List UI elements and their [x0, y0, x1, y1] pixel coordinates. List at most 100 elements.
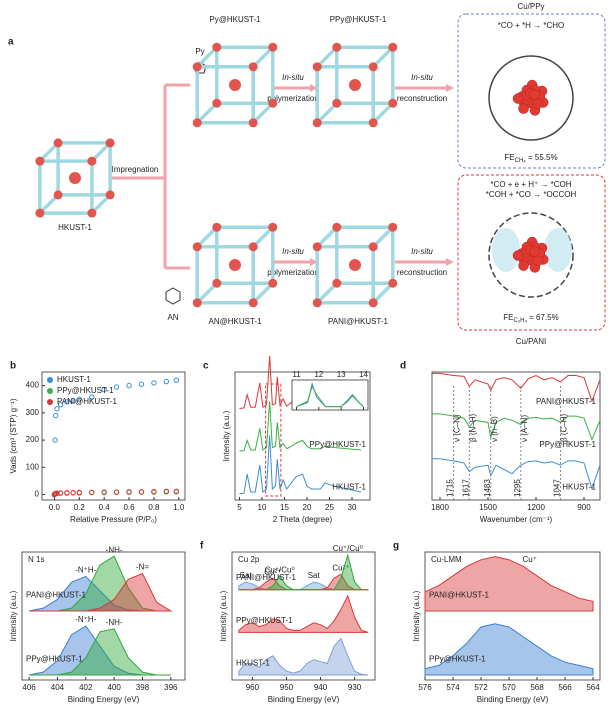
spectrum-line: [432, 458, 601, 491]
step-label: In-situ: [282, 247, 304, 256]
cu-node: [312, 62, 322, 72]
x-tick-label: 960: [246, 683, 260, 692]
cu-node: [332, 222, 342, 232]
peak-label: -N⁺H-: [75, 566, 96, 575]
x-tick-label: 930: [348, 683, 362, 692]
equation: *CO + e + H⁺ → *COH: [490, 180, 571, 189]
sample-label: PANI@HKUST-1: [429, 591, 490, 600]
cu-cluster-atom: [512, 93, 524, 104]
x-tick-label: 12: [314, 370, 323, 379]
data-point: [70, 397, 76, 404]
band-label: 1617: [461, 479, 470, 497]
spectrum-area: [424, 556, 594, 612]
data-point: [163, 488, 170, 494]
x-tick-label: 0.4: [99, 503, 111, 512]
step-label: In-situ: [282, 73, 304, 82]
step-label: In-situ: [411, 247, 433, 256]
panel-label: f: [200, 541, 204, 552]
sample-label: PPy@HKUST-1: [26, 655, 83, 664]
cu-node: [312, 242, 322, 252]
x-tick-label: 400: [107, 683, 121, 692]
cu-node: [368, 298, 378, 308]
data-point: [57, 401, 64, 408]
data-point: [52, 412, 59, 419]
x-tick-label: 0.0: [49, 503, 61, 512]
mof-cube: [192, 222, 278, 308]
panel-label: a: [8, 37, 14, 48]
y-tick-label: 100: [26, 462, 40, 471]
data-point: [76, 489, 83, 496]
x-tick-label: 406: [22, 683, 36, 692]
cu-node: [248, 242, 258, 252]
cu-node: [212, 278, 222, 288]
cu-cluster-atom: [529, 246, 540, 257]
y-axis-label: Vads (cm³ (STP) g⁻¹): [9, 398, 18, 474]
cu-node: [212, 98, 222, 108]
cube-edge: [251, 45, 275, 69]
cu-node: [368, 118, 378, 128]
cu-node: [53, 138, 63, 148]
y-tick-label: 200: [26, 435, 40, 444]
band-label: 1047: [553, 479, 562, 497]
y-axis-label: Intensity (a.u.): [222, 410, 231, 461]
box-title: Cu/PANI: [516, 337, 547, 346]
cu-node: [248, 118, 258, 128]
peak-label: Cu²⁺: [264, 567, 281, 576]
cu-node: [248, 298, 258, 308]
band-label: 1483: [483, 479, 492, 497]
fe-sub: CH₄: [515, 158, 527, 164]
x-tick-label: 402: [79, 683, 93, 692]
assignment-label: β (C–H): [560, 414, 569, 442]
sample-label: PANI@HKUST-1: [536, 397, 597, 406]
assignment-label: ν (C–N): [453, 414, 462, 442]
cu-ppy-box: [457, 13, 606, 169]
panel-label: g: [393, 541, 399, 552]
component-area: [238, 553, 369, 591]
data-point: [151, 380, 157, 386]
an-molecule: [165, 287, 181, 305]
data-point: [126, 382, 132, 389]
node-label: Py@HKUST-1: [209, 15, 261, 24]
data-point: [89, 394, 95, 400]
cu-node: [35, 208, 45, 218]
data-point: [57, 490, 64, 496]
peak-label: Cu⁺/Cu⁰: [333, 544, 363, 553]
data-point: [101, 489, 107, 495]
monomer: Py: [195, 47, 204, 56]
x-tick-label: 30: [348, 503, 357, 512]
plot-frame: [231, 551, 376, 681]
cube-edge: [195, 225, 219, 249]
panel-label: c: [203, 361, 209, 372]
cu-node: [332, 42, 342, 52]
mof-cube: [312, 42, 398, 128]
plot-frame: [291, 379, 369, 411]
assignment-label: β (N–H): [468, 414, 477, 442]
sample-label: PPy@HKUST-1: [429, 655, 486, 664]
cu-node: [368, 62, 378, 72]
cu-cluster-atom: [532, 255, 544, 267]
x-tick-label: 0.6: [123, 503, 135, 512]
x-tick-label: 13: [337, 370, 346, 379]
data-point: [113, 489, 120, 495]
mof-cube: [312, 222, 398, 308]
cu-node: [312, 118, 322, 128]
equation: *COH + *CO → *OCCOH: [486, 190, 577, 199]
x-tick-label: 950: [280, 683, 294, 692]
peak-label: -NH-: [106, 618, 123, 627]
legend-label: HKUST-1: [57, 375, 91, 384]
data-point: [163, 378, 170, 385]
data-point: [173, 377, 179, 383]
cu-node: [229, 259, 241, 271]
x-tick-label: 564: [586, 683, 600, 692]
x-tick-label: 566: [558, 683, 572, 692]
component-area: [29, 628, 171, 676]
fe-label: FE: [504, 153, 514, 162]
peak-label: Sat: [240, 571, 253, 580]
cu-node: [87, 208, 97, 218]
band-label: 1715: [446, 479, 455, 497]
data-point: [113, 384, 120, 390]
fe-sub: C₂H₄: [513, 318, 527, 324]
data-point: [126, 489, 132, 495]
legend-label: PPy@HKUST-1: [57, 386, 114, 395]
